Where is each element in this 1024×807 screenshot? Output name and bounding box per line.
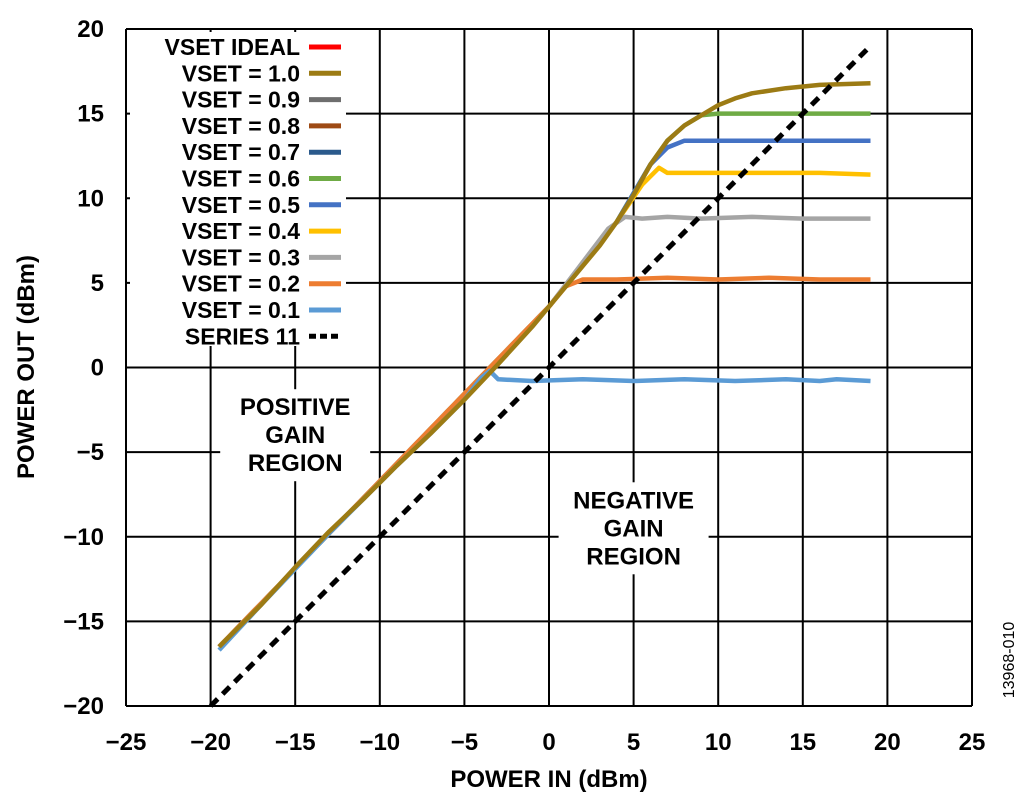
legend-label: VSET = 0.4 [182, 218, 300, 244]
x-tick-label: −25 [106, 729, 147, 756]
annotation-background [220, 389, 371, 482]
y-tick-label: 15 [77, 101, 104, 128]
legend-label: SERIES 11 [185, 323, 300, 349]
y-tick-label: 0 [91, 355, 104, 382]
legend-label: VSET = 0.9 [182, 87, 300, 113]
y-tick-label: −20 [63, 693, 104, 720]
legend-background [130, 32, 346, 346]
x-tick-label: 15 [789, 729, 816, 756]
x-tick-label: 5 [627, 729, 640, 756]
legend-label: VSET = 0.5 [182, 192, 300, 218]
annotation-text: POSITIVE [240, 394, 351, 421]
y-tick-label: 20 [77, 16, 104, 43]
x-tick-label: −15 [275, 729, 316, 756]
legend-label: VSET = 0.2 [182, 271, 300, 297]
legend-label: VSET = 0.3 [182, 244, 300, 270]
series-line-series-11 [208, 44, 873, 708]
x-tick-label: −10 [359, 729, 400, 756]
annotation-text: GAIN [265, 422, 325, 449]
figure-id: 13968-010 [1001, 622, 1018, 699]
x-tick-label: −5 [451, 729, 478, 756]
y-tick-label: 5 [91, 270, 104, 297]
x-tick-label: 25 [959, 729, 986, 756]
annotation-text: REGION [248, 450, 343, 477]
y-axis-title: POWER OUT (dBm) [13, 255, 40, 479]
x-tick-label: 10 [705, 729, 732, 756]
legend-label: VSET = 0.8 [182, 113, 300, 139]
x-tick-label: −20 [190, 729, 231, 756]
annotation-text: GAIN [604, 515, 664, 542]
x-axis-title: POWER IN (dBm) [450, 766, 647, 793]
legend-label: VSET = 1.0 [182, 60, 300, 86]
series-line-vset-1-0 [217, 80, 871, 649]
legend-label: VSET = 0.6 [182, 166, 300, 192]
y-tick-label: −5 [77, 439, 104, 466]
y-tick-label: −10 [63, 524, 104, 551]
legend-label: VSET IDEAL [165, 34, 300, 60]
annotation-text: NEGATIVE [573, 487, 694, 514]
y-tick-label: 10 [77, 185, 104, 212]
legend-label: VSET = 0.1 [182, 297, 300, 323]
y-tick-label: −15 [63, 608, 104, 635]
annotation-background [558, 482, 709, 575]
annotation-text: REGION [586, 543, 681, 570]
x-tick-label: 0 [542, 729, 555, 756]
y-tick-labels: −20 −15 −10 −5 0 5 10 15 20 [63, 16, 104, 720]
legend-label: VSET = 0.7 [182, 139, 300, 165]
x-tick-labels: −25 −20 −15 −10 −5 0 5 10 15 20 25 [106, 729, 986, 756]
x-tick-label: 20 [874, 729, 901, 756]
series-group [208, 44, 873, 708]
